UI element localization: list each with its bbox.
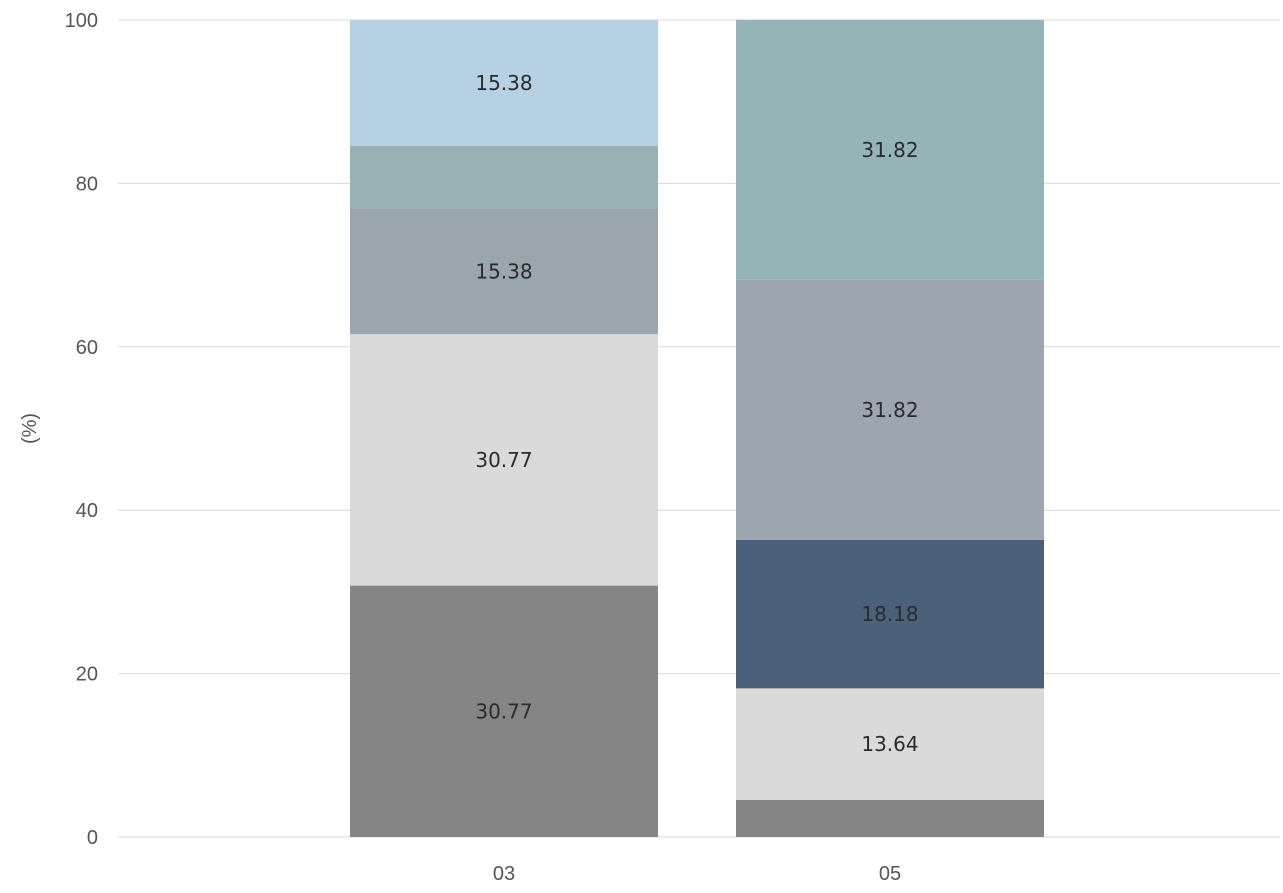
y-tick-label: 60 [76,337,98,359]
bar-segment [350,145,658,209]
gridlines [118,19,1280,838]
data-label: 18.18 [861,602,918,626]
y-tick-label: 100 [65,10,98,32]
bar-segment [350,585,658,837]
bar-segment [736,539,1044,689]
bar-segment [350,208,658,335]
bar-segment [736,688,1044,800]
y-tick-label: 80 [76,173,98,195]
y-tick-label: 20 [76,664,98,686]
data-label: 30.77 [475,448,532,472]
bar-segment [736,279,1044,540]
x-tick-label: 03 [493,863,515,885]
x-axis-tick-labels: 03 05 [493,863,901,885]
bar-segment [350,334,658,586]
data-label: 13.64 [861,732,918,756]
y-axis-tick-labels: 0 20 40 60 80 100 [65,10,98,849]
bars [350,19,1044,837]
bar-segment [736,799,1044,837]
data-label: 31.82 [861,138,918,162]
data-label: 15.38 [475,71,532,95]
data-label: 30.77 [475,699,532,723]
x-tick-label: 05 [879,863,901,885]
y-tick-label: 40 [76,500,98,522]
bar-segment [736,19,1044,280]
bar-segment [350,20,658,146]
data-label: 31.82 [861,398,918,422]
data-labels: 30.77 30.77 15.38 15.38 13.64 18.18 31.82 31.82 [475,71,918,756]
data-label: 15.38 [475,259,532,283]
y-axis-label: (%) [19,413,41,444]
y-tick-label: 0 [87,827,98,849]
